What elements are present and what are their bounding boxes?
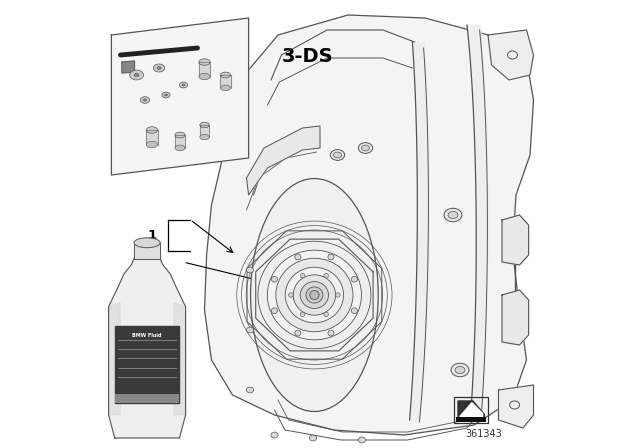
Ellipse shape: [358, 142, 372, 153]
Ellipse shape: [351, 308, 358, 314]
Ellipse shape: [147, 127, 157, 133]
Polygon shape: [175, 135, 185, 148]
Ellipse shape: [324, 312, 328, 317]
Polygon shape: [221, 75, 230, 88]
Ellipse shape: [335, 293, 340, 297]
Ellipse shape: [246, 267, 253, 273]
Ellipse shape: [246, 387, 253, 393]
Ellipse shape: [328, 254, 334, 260]
Polygon shape: [115, 326, 179, 403]
Ellipse shape: [162, 92, 170, 98]
Polygon shape: [460, 403, 483, 417]
Ellipse shape: [289, 293, 293, 297]
Ellipse shape: [134, 73, 139, 77]
Ellipse shape: [157, 67, 161, 69]
Ellipse shape: [246, 327, 253, 333]
Ellipse shape: [200, 122, 209, 128]
Polygon shape: [147, 130, 157, 145]
Bar: [456, 417, 486, 422]
Ellipse shape: [351, 276, 358, 282]
Bar: [115, 394, 179, 403]
Polygon shape: [488, 30, 534, 80]
Polygon shape: [458, 401, 484, 419]
Text: 1: 1: [147, 228, 157, 242]
Ellipse shape: [455, 366, 465, 374]
Ellipse shape: [143, 99, 147, 101]
Ellipse shape: [300, 273, 305, 278]
Ellipse shape: [199, 73, 210, 80]
Polygon shape: [109, 254, 186, 438]
Ellipse shape: [358, 437, 365, 443]
Ellipse shape: [164, 94, 168, 96]
Text: 5: 5: [150, 343, 159, 356]
FancyArrowPatch shape: [149, 144, 155, 145]
Ellipse shape: [175, 145, 185, 151]
Ellipse shape: [175, 132, 185, 138]
Polygon shape: [111, 18, 248, 175]
Ellipse shape: [271, 308, 278, 314]
Ellipse shape: [154, 64, 164, 72]
Ellipse shape: [444, 208, 462, 222]
Ellipse shape: [140, 97, 150, 103]
Ellipse shape: [130, 70, 143, 80]
FancyArrowPatch shape: [203, 137, 207, 138]
FancyArrowPatch shape: [223, 87, 228, 88]
FancyArrowPatch shape: [202, 76, 207, 77]
Polygon shape: [200, 125, 209, 137]
Ellipse shape: [328, 330, 334, 336]
Polygon shape: [502, 215, 529, 265]
Ellipse shape: [310, 290, 319, 299]
Ellipse shape: [134, 238, 160, 248]
Ellipse shape: [451, 363, 469, 377]
Ellipse shape: [276, 258, 353, 332]
Ellipse shape: [200, 134, 209, 140]
Ellipse shape: [309, 435, 317, 441]
Ellipse shape: [182, 84, 185, 86]
Ellipse shape: [293, 275, 335, 315]
Polygon shape: [109, 303, 120, 415]
Ellipse shape: [295, 330, 301, 336]
Polygon shape: [246, 126, 320, 195]
Ellipse shape: [300, 281, 328, 308]
Ellipse shape: [300, 312, 305, 317]
Text: 2: 2: [152, 255, 161, 269]
FancyArrowPatch shape: [178, 147, 182, 148]
Ellipse shape: [271, 432, 278, 438]
Polygon shape: [199, 62, 210, 77]
Polygon shape: [174, 303, 186, 415]
Ellipse shape: [333, 152, 342, 158]
Polygon shape: [205, 15, 534, 435]
Ellipse shape: [448, 211, 458, 219]
Polygon shape: [502, 290, 529, 345]
Polygon shape: [499, 385, 534, 428]
Bar: [454, 397, 488, 423]
Text: 3-DS: 3-DS: [282, 47, 333, 65]
Ellipse shape: [271, 276, 278, 282]
Ellipse shape: [258, 241, 371, 349]
Ellipse shape: [285, 267, 344, 323]
Ellipse shape: [221, 72, 230, 78]
Ellipse shape: [147, 141, 157, 148]
Ellipse shape: [324, 273, 328, 278]
Ellipse shape: [179, 82, 188, 88]
Ellipse shape: [221, 85, 230, 91]
Text: BMW Fluid: BMW Fluid: [132, 333, 162, 338]
Text: 361343: 361343: [465, 429, 502, 439]
Polygon shape: [134, 243, 160, 258]
Text: 4: 4: [238, 63, 247, 76]
Ellipse shape: [330, 150, 345, 160]
Ellipse shape: [295, 254, 301, 260]
Polygon shape: [122, 61, 134, 73]
Ellipse shape: [362, 145, 369, 151]
Ellipse shape: [199, 59, 210, 65]
Ellipse shape: [306, 287, 323, 303]
Ellipse shape: [251, 178, 378, 411]
Ellipse shape: [268, 250, 362, 340]
